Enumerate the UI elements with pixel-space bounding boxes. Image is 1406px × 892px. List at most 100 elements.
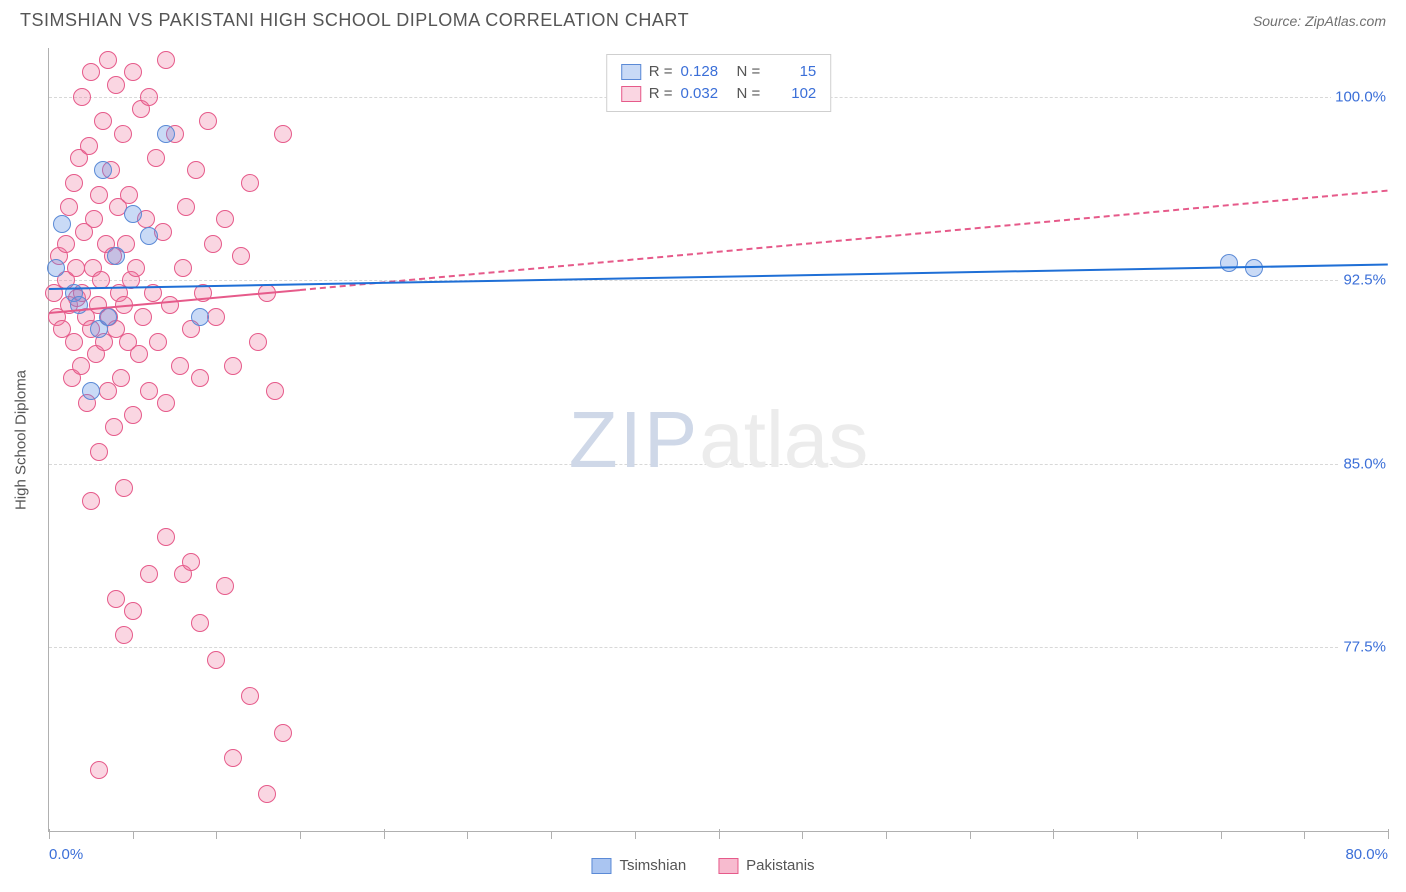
r-value: 0.032 xyxy=(681,83,729,105)
r-label: R = xyxy=(649,83,673,105)
data-point xyxy=(258,785,276,803)
data-point xyxy=(182,553,200,571)
data-point xyxy=(130,345,148,363)
data-point xyxy=(124,205,142,223)
data-point xyxy=(140,88,158,106)
data-point xyxy=(85,210,103,228)
data-point xyxy=(191,614,209,632)
chart-title: TSIMSHIAN VS PAKISTANI HIGH SCHOOL DIPLO… xyxy=(20,10,689,31)
series-legend-item: Pakistanis xyxy=(718,857,814,874)
legend-swatch xyxy=(621,64,641,80)
stats-legend-row: R = 0.032 N = 102 xyxy=(621,83,817,105)
regression-line xyxy=(300,190,1388,291)
data-point xyxy=(149,333,167,351)
data-point xyxy=(1220,254,1238,272)
data-point xyxy=(80,137,98,155)
watermark-atlas: atlas xyxy=(699,395,868,484)
data-point xyxy=(47,259,65,277)
x-tick xyxy=(802,831,803,839)
x-tick xyxy=(970,831,971,839)
r-label: R = xyxy=(649,61,673,83)
data-point xyxy=(199,112,217,130)
data-point xyxy=(224,749,242,767)
r-value: 0.128 xyxy=(681,61,729,83)
x-tick xyxy=(1304,831,1305,839)
stats-legend-row: R = 0.128 N = 15 xyxy=(621,61,817,83)
data-point xyxy=(114,125,132,143)
data-point xyxy=(90,761,108,779)
x-tick xyxy=(886,831,887,839)
data-point xyxy=(82,492,100,510)
data-point xyxy=(216,577,234,595)
data-point xyxy=(82,382,100,400)
x-tick xyxy=(1388,829,1389,839)
data-point xyxy=(207,308,225,326)
n-label: N = xyxy=(737,61,761,83)
data-point xyxy=(232,247,250,265)
n-value: 102 xyxy=(768,83,816,105)
data-point xyxy=(72,357,90,375)
data-point xyxy=(67,259,85,277)
data-point xyxy=(266,382,284,400)
data-point xyxy=(99,308,117,326)
y-tick-label: 100.0% xyxy=(1331,88,1390,105)
data-point xyxy=(274,125,292,143)
legend-label: Tsimshian xyxy=(619,857,686,874)
data-point xyxy=(124,63,142,81)
data-point xyxy=(161,296,179,314)
data-point xyxy=(120,186,138,204)
x-tick xyxy=(1221,831,1222,839)
data-point xyxy=(157,528,175,546)
legend-swatch xyxy=(591,858,611,874)
x-tick xyxy=(467,831,468,839)
data-point xyxy=(171,357,189,375)
data-point xyxy=(174,259,192,277)
data-point xyxy=(107,76,125,94)
data-point xyxy=(107,247,125,265)
data-point xyxy=(94,161,112,179)
source-label: Source: ZipAtlas.com xyxy=(1253,13,1386,29)
data-point xyxy=(224,357,242,375)
data-point xyxy=(82,63,100,81)
data-point xyxy=(65,333,83,351)
data-point xyxy=(124,602,142,620)
data-point xyxy=(207,651,225,669)
series-legend-item: Tsimshian xyxy=(591,857,686,874)
x-tick xyxy=(216,831,217,839)
watermark: ZIPatlas xyxy=(569,394,868,486)
gridline xyxy=(49,464,1388,465)
data-point xyxy=(249,333,267,351)
data-point xyxy=(53,215,71,233)
series-legend: Tsimshian Pakistanis xyxy=(591,857,814,874)
data-point xyxy=(274,724,292,742)
data-point xyxy=(140,382,158,400)
legend-swatch xyxy=(718,858,738,874)
x-tick xyxy=(551,831,552,839)
data-point xyxy=(191,308,209,326)
data-point xyxy=(216,210,234,228)
data-point xyxy=(60,198,78,216)
data-point xyxy=(157,125,175,143)
data-point xyxy=(90,186,108,204)
x-tick xyxy=(384,829,385,839)
data-point xyxy=(204,235,222,253)
x-tick-label: 80.0% xyxy=(1345,846,1388,863)
regression-line xyxy=(49,263,1388,289)
data-point xyxy=(177,198,195,216)
data-point xyxy=(99,51,117,69)
data-point xyxy=(134,308,152,326)
data-point xyxy=(107,590,125,608)
legend-swatch xyxy=(621,86,641,102)
x-tick xyxy=(300,831,301,839)
data-point xyxy=(65,174,83,192)
data-point xyxy=(124,406,142,424)
x-tick xyxy=(1137,831,1138,839)
header: TSIMSHIAN VS PAKISTANI HIGH SCHOOL DIPLO… xyxy=(0,0,1406,39)
data-point xyxy=(115,479,133,497)
n-label: N = xyxy=(737,83,761,105)
data-point xyxy=(147,149,165,167)
n-value: 15 xyxy=(768,61,816,83)
y-tick-label: 77.5% xyxy=(1339,639,1390,656)
data-point xyxy=(157,394,175,412)
x-tick xyxy=(1053,829,1054,839)
